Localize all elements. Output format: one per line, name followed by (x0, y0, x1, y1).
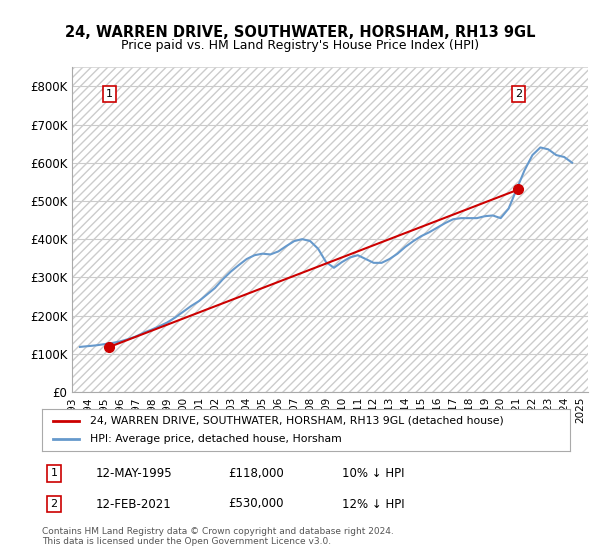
Text: 12-MAY-1995: 12-MAY-1995 (96, 466, 173, 480)
Text: 2: 2 (515, 89, 522, 99)
Text: 2: 2 (50, 499, 58, 509)
Text: £530,000: £530,000 (228, 497, 284, 511)
Text: 12-FEB-2021: 12-FEB-2021 (96, 497, 172, 511)
Text: 1: 1 (106, 89, 113, 99)
Text: 12% ↓ HPI: 12% ↓ HPI (342, 497, 404, 511)
Text: 24, WARREN DRIVE, SOUTHWATER, HORSHAM, RH13 9GL: 24, WARREN DRIVE, SOUTHWATER, HORSHAM, R… (65, 25, 535, 40)
Text: 1: 1 (50, 468, 58, 478)
Text: Contains HM Land Registry data © Crown copyright and database right 2024.
This d: Contains HM Land Registry data © Crown c… (42, 526, 394, 546)
Text: 24, WARREN DRIVE, SOUTHWATER, HORSHAM, RH13 9GL (detached house): 24, WARREN DRIVE, SOUTHWATER, HORSHAM, R… (89, 416, 503, 426)
Text: 10% ↓ HPI: 10% ↓ HPI (342, 466, 404, 480)
Text: £118,000: £118,000 (228, 466, 284, 480)
Text: HPI: Average price, detached house, Horsham: HPI: Average price, detached house, Hors… (89, 434, 341, 444)
Text: Price paid vs. HM Land Registry's House Price Index (HPI): Price paid vs. HM Land Registry's House … (121, 39, 479, 52)
